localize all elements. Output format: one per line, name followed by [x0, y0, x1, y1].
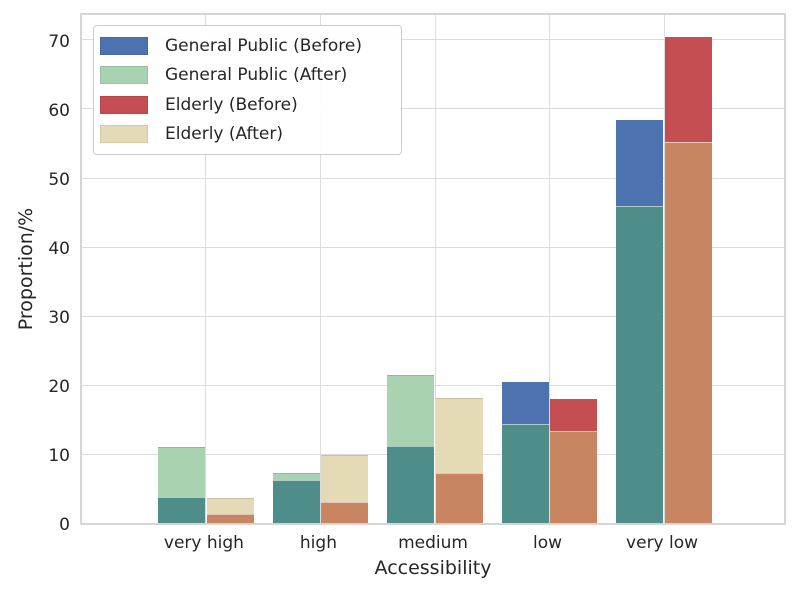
legend-label: Elderly (Before) — [165, 94, 298, 115]
bar-segment-overlap-general_public-low — [501, 424, 549, 523]
x-gridline — [434, 15, 436, 523]
x-gridline — [549, 15, 551, 523]
legend-swatch — [100, 95, 148, 114]
bar-segment-after-elderly-very-high — [206, 498, 254, 515]
legend-swatch — [100, 36, 148, 55]
x-gridline — [205, 15, 207, 523]
bar-segment-overlap-elderly-very-high — [206, 514, 254, 523]
bar-elderly-high — [321, 455, 369, 523]
bar-elderly-medium — [435, 398, 483, 523]
x-tick-label: very low — [626, 533, 699, 553]
legend-label: General Public (Before) — [165, 35, 362, 56]
y-tick-label: 50 — [48, 169, 70, 190]
bar-segment-before-general_public-low — [501, 382, 549, 425]
y-gridline — [82, 177, 784, 179]
y-tick-label: 20 — [48, 376, 70, 397]
x-tick-label: low — [533, 533, 563, 553]
x-tick-label: high — [299, 533, 337, 553]
bar-segment-overlap-general_public-medium — [387, 445, 435, 523]
bar-segment-overlap-general_public-high — [272, 479, 320, 523]
y-tick-label: 0 — [59, 515, 70, 535]
bar-segment-after-general_public-very-high — [158, 447, 206, 498]
legend-item: General Public (Before) — [100, 31, 401, 61]
bar-segment-overlap-elderly-medium — [435, 473, 483, 523]
bar-segment-before-general_public-very-low — [616, 120, 664, 207]
y-gridline — [82, 108, 784, 110]
bar-general_public-very-low — [616, 120, 664, 523]
y-gridline — [82, 315, 784, 317]
plot-area — [80, 13, 786, 525]
bar-elderly-very-high — [206, 498, 254, 523]
legend-item: General Public (After) — [100, 61, 401, 91]
bar-general_public-medium — [387, 374, 435, 523]
x-tick-label: medium — [398, 533, 468, 553]
bar-segment-overlap-general_public-very-low — [616, 206, 664, 523]
legend-swatch — [100, 66, 148, 85]
legend-item: Elderly (After) — [100, 120, 401, 150]
bar-general_public-very-high — [158, 447, 206, 523]
y-tick-label: 40 — [48, 238, 70, 259]
y-tick-label: 30 — [48, 307, 70, 328]
bar-elderly-low — [550, 398, 598, 523]
legend-label: General Public (After) — [165, 65, 348, 86]
legend-swatch — [100, 125, 148, 144]
legend-label: Elderly (After) — [165, 124, 283, 145]
bar-segment-after-elderly-high — [321, 455, 369, 503]
y-gridline — [82, 246, 784, 248]
bar-segment-before-elderly-very-low — [664, 36, 712, 143]
legend-item: Elderly (Before) — [100, 90, 401, 120]
x-gridline — [663, 15, 665, 523]
bar-segment-after-general_public-high — [272, 472, 320, 480]
bar-segment-overlap-general_public-very-high — [158, 497, 206, 523]
x-tick-label: very high — [163, 533, 244, 553]
y-tick-label: 60 — [48, 100, 70, 121]
bar-segment-overlap-elderly-very-low — [664, 142, 712, 523]
y-tick-label: 10 — [48, 445, 70, 466]
x-gridline — [319, 15, 321, 523]
legend: General Public (Before) General Public (A… — [93, 25, 402, 155]
x-axis-label: Accessibility — [374, 557, 492, 579]
bar-general_public-high — [272, 472, 320, 523]
y-tick-label: 70 — [48, 31, 70, 52]
bar-segment-overlap-elderly-high — [321, 502, 369, 523]
bar-general_public-low — [501, 382, 549, 523]
bar-segment-before-elderly-low — [550, 398, 598, 432]
bar-segment-overlap-elderly-low — [550, 431, 598, 523]
bar-segment-after-elderly-medium — [435, 398, 483, 474]
bar-elderly-very-low — [664, 36, 712, 523]
y-gridline — [82, 39, 784, 41]
bar-segment-after-general_public-medium — [387, 374, 435, 446]
